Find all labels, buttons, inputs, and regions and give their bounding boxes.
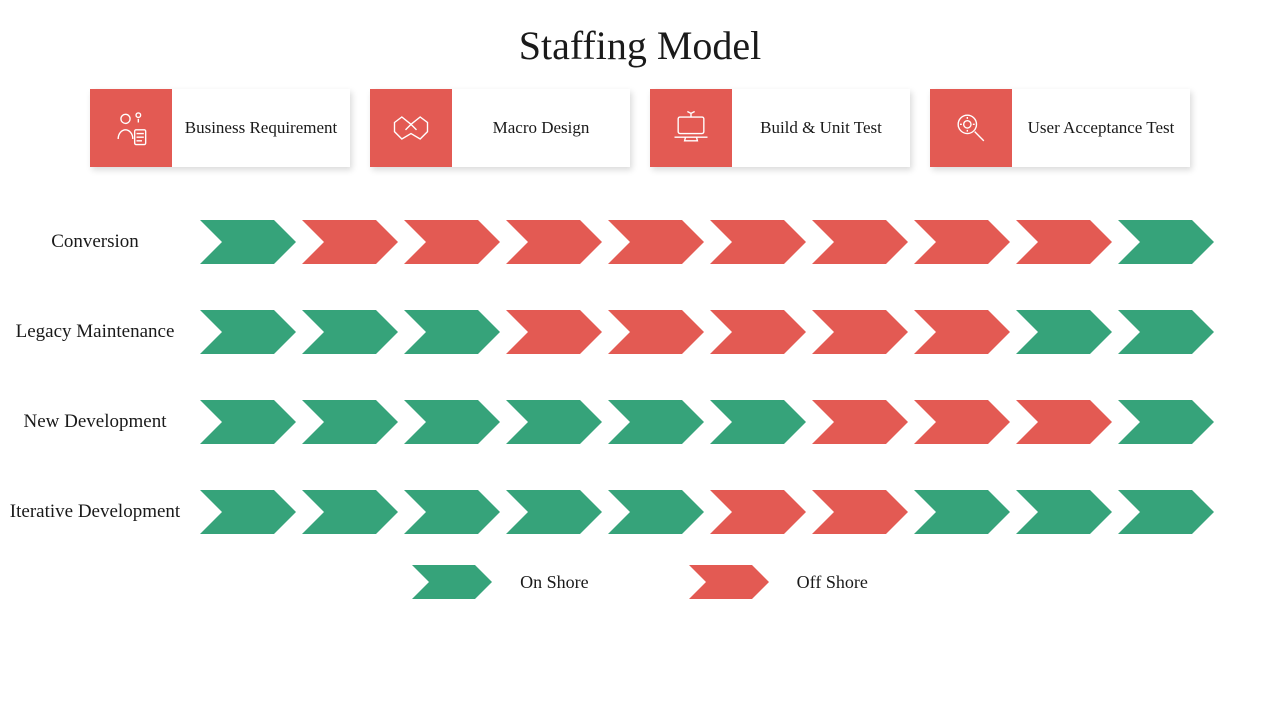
phase-card: Build & Unit Test xyxy=(650,89,910,167)
row-label: Conversion xyxy=(0,230,200,255)
chevron-arrow xyxy=(302,490,398,534)
handshake-icon xyxy=(370,89,452,167)
chevron-arrow xyxy=(1118,220,1214,264)
arrow-rows: Conversion Legacy Maintenance New Developm… xyxy=(0,197,1280,557)
chevron-arrow xyxy=(608,490,704,534)
chevron-arrow xyxy=(710,310,806,354)
arrow-row: Legacy Maintenance xyxy=(0,287,1230,377)
arrow-row: New Development xyxy=(0,377,1230,467)
row-label: Iterative Development xyxy=(0,500,200,525)
chevron-arrow xyxy=(302,400,398,444)
legend-label: Off Shore xyxy=(797,572,868,593)
chevron-arrow xyxy=(812,490,908,534)
phase-card: Macro Design xyxy=(370,89,630,167)
chevron-arrow xyxy=(404,490,500,534)
chevron-arrow xyxy=(200,220,296,264)
legend-item: On Shore xyxy=(412,565,589,599)
chevron-arrow xyxy=(1016,310,1112,354)
chevron-arrow xyxy=(302,310,398,354)
chevron-arrow xyxy=(506,490,602,534)
chevron-arrow xyxy=(812,400,908,444)
phase-label: Business Requirement xyxy=(172,89,350,167)
chevron-arrow xyxy=(506,400,602,444)
legend-chevron xyxy=(689,565,769,599)
chevron-arrow xyxy=(1118,400,1214,444)
chevron-arrow xyxy=(1016,400,1112,444)
chevron-arrow xyxy=(608,400,704,444)
phase-label: User Acceptance Test xyxy=(1012,89,1190,167)
page-title: Staffing Model xyxy=(0,0,1280,89)
row-label: New Development xyxy=(0,410,200,435)
chevron-arrow xyxy=(914,220,1010,264)
arrow-track xyxy=(200,220,1230,264)
chevron-arrow xyxy=(200,310,296,354)
chevron-arrow xyxy=(404,400,500,444)
chevron-arrow xyxy=(1118,310,1214,354)
chevron-arrow xyxy=(710,490,806,534)
chevron-arrow xyxy=(608,220,704,264)
legend-label: On Shore xyxy=(520,572,589,593)
chevron-arrow xyxy=(1016,490,1112,534)
chevron-arrow xyxy=(506,220,602,264)
magnify-icon xyxy=(930,89,1012,167)
phase-card: User Acceptance Test xyxy=(930,89,1190,167)
legend: On Shore Off Shore xyxy=(0,557,1280,599)
chevron-arrow xyxy=(200,490,296,534)
chevron-arrow xyxy=(200,400,296,444)
chevron-arrow xyxy=(710,220,806,264)
chevron-arrow xyxy=(506,310,602,354)
chevron-arrow xyxy=(914,310,1010,354)
legend-chevron xyxy=(412,565,492,599)
chevron-arrow xyxy=(914,490,1010,534)
arrow-row: Iterative Development xyxy=(0,467,1230,557)
chevron-arrow xyxy=(404,220,500,264)
chevron-arrow xyxy=(404,310,500,354)
chevron-arrow xyxy=(302,220,398,264)
chevron-arrow xyxy=(1016,220,1112,264)
arrow-row: Conversion xyxy=(0,197,1230,287)
chevron-arrow xyxy=(1118,490,1214,534)
arrow-track xyxy=(200,310,1230,354)
person-icon xyxy=(90,89,172,167)
legend-item: Off Shore xyxy=(689,565,868,599)
row-label: Legacy Maintenance xyxy=(0,320,200,345)
laptop-icon xyxy=(650,89,732,167)
arrow-track xyxy=(200,490,1230,534)
chevron-arrow xyxy=(812,310,908,354)
phase-label: Macro Design xyxy=(452,89,630,167)
chevron-arrow xyxy=(710,400,806,444)
chevron-arrow xyxy=(608,310,704,354)
chevron-arrow xyxy=(812,220,908,264)
arrow-track xyxy=(200,400,1230,444)
phase-card: Business Requirement xyxy=(90,89,350,167)
phase-row: Business Requirement Macro Design Build … xyxy=(0,89,1280,197)
chevron-arrow xyxy=(914,400,1010,444)
phase-label: Build & Unit Test xyxy=(732,89,910,167)
